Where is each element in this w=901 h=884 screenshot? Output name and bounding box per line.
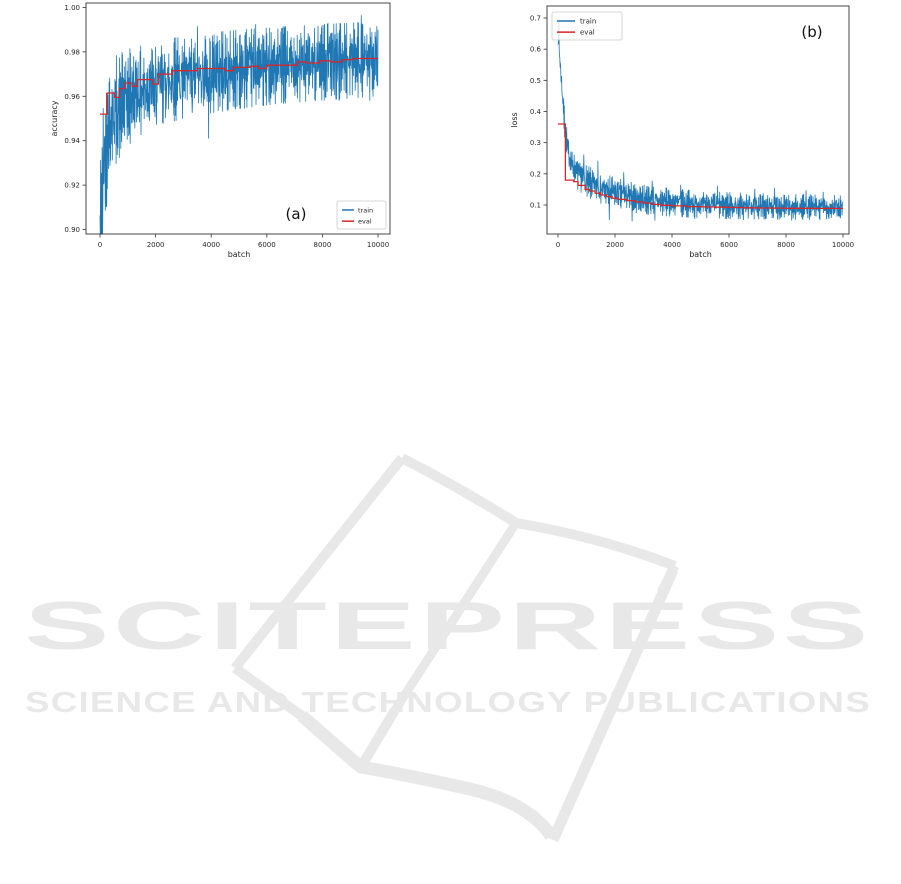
- legend: train eval: [551, 11, 623, 41]
- book-top-right-page: [515, 518, 677, 571]
- plot-area-a: [99, 15, 379, 234]
- x-tick-label: 10000: [367, 241, 389, 249]
- y-tick-label: 0.4: [530, 108, 542, 116]
- x-tick-label: 6000: [720, 241, 738, 249]
- x-axis-label: batch: [228, 250, 251, 259]
- y-tick-label: 0.98: [64, 48, 80, 56]
- series-train: [99, 15, 379, 234]
- y-tick-label: 0.6: [530, 46, 542, 54]
- y-tick-label: 0.7: [530, 15, 541, 23]
- axes-spines: [85, 2, 391, 235]
- y-axis-label: loss: [510, 112, 519, 127]
- book-logo-icon: [231, 453, 679, 843]
- x-tick-label: 8000: [777, 241, 795, 249]
- chart-loss-vs-batch: 0 2000 4000 6000 8000 10000 0.1 0.2 0.3 0.4 0.5 0.6…: [510, 5, 854, 259]
- x-axis-label: batch: [689, 250, 712, 259]
- y-tick-label: 0.90: [64, 226, 80, 234]
- book-top-left-page: [399, 453, 519, 528]
- x-tick-label: 4000: [663, 241, 681, 249]
- book-bottom-wave: [297, 711, 557, 840]
- y-tick-label: 0.3: [530, 139, 541, 147]
- y-axis-label: accuracy: [50, 100, 59, 136]
- x-tick-label: 6000: [258, 241, 276, 249]
- legend-label-train: train: [580, 17, 596, 25]
- subplot-annotation: (a): [286, 205, 307, 223]
- x-tick-label: 10000: [832, 241, 854, 249]
- chart-accuracy-vs-batch: 0 2000 4000 6000 8000 10000 0.90 0.92 0.94 0.96 0.…: [50, 2, 391, 259]
- y-tick-label: 0.2: [530, 170, 541, 178]
- y-tick-label: 0.96: [64, 93, 80, 101]
- x-tick-label: 4000: [202, 241, 220, 249]
- book-page-curl: [356, 707, 400, 770]
- watermark-title: SCITEPRESS: [24, 588, 872, 664]
- plot-area-b: [557, 19, 844, 222]
- legend-box: [551, 11, 623, 41]
- series-train: [557, 19, 844, 222]
- y-tick-label: 0.5: [530, 77, 541, 85]
- legend-label-eval: eval: [358, 217, 372, 225]
- book-center-crease: [391, 520, 520, 713]
- book-right-edge: [547, 567, 679, 843]
- x-tick-label: 8000: [314, 241, 332, 249]
- x-tick-label: 2000: [606, 241, 624, 249]
- y-tick-label: 1.00: [64, 4, 80, 12]
- book-left-corner: [232, 663, 305, 721]
- x-tick-label: 0: [98, 241, 102, 249]
- axes-spines: [546, 5, 850, 235]
- watermark-subtitle: SCIENCE AND TECHNOLOGY PUBLICATIONS: [25, 687, 871, 719]
- subplot-annotation: (b): [801, 23, 822, 41]
- y-tick-label: 0.94: [64, 137, 80, 145]
- series-eval: [558, 123, 843, 210]
- legend-box: [336, 200, 387, 230]
- legend-label-eval: eval: [580, 28, 595, 36]
- x-tick-label: 0: [556, 241, 560, 249]
- legend: train eval: [336, 200, 387, 230]
- x-tick-label: 2000: [147, 241, 165, 249]
- legend-label-train: train: [358, 206, 373, 214]
- series-eval: [100, 57, 378, 115]
- y-tick-label: 0.1: [530, 202, 541, 210]
- y-tick-label: 0.92: [64, 182, 80, 190]
- book-left-edge: [231, 454, 406, 672]
